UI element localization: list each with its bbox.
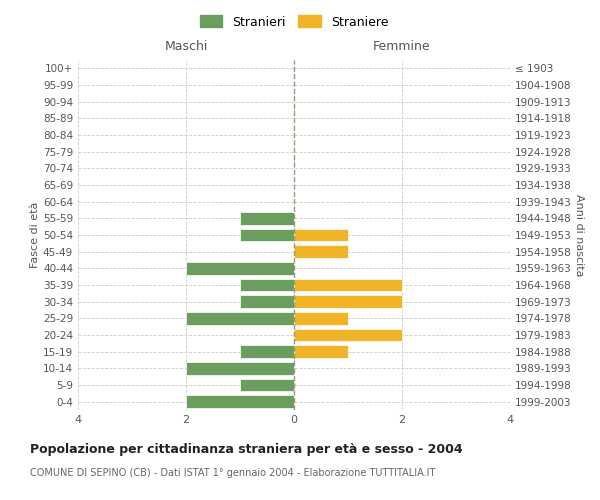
Bar: [240, 346, 294, 358]
Text: Femmine: Femmine: [373, 40, 431, 53]
Bar: [240, 379, 294, 391]
Bar: [294, 329, 402, 341]
Bar: [294, 246, 348, 258]
Bar: [240, 279, 294, 291]
Bar: [294, 296, 402, 308]
Bar: [186, 262, 294, 274]
Y-axis label: Fasce di età: Fasce di età: [30, 202, 40, 268]
Bar: [240, 229, 294, 241]
Bar: [294, 229, 348, 241]
Legend: Stranieri, Straniere: Stranieri, Straniere: [195, 10, 393, 34]
Bar: [186, 362, 294, 374]
Text: Maschi: Maschi: [164, 40, 208, 53]
Text: COMUNE DI SEPINO (CB) - Dati ISTAT 1° gennaio 2004 - Elaborazione TUTTITALIA.IT: COMUNE DI SEPINO (CB) - Dati ISTAT 1° ge…: [30, 468, 436, 477]
Y-axis label: Anni di nascita: Anni di nascita: [574, 194, 584, 276]
Bar: [294, 312, 348, 324]
Bar: [294, 279, 402, 291]
Bar: [186, 312, 294, 324]
Bar: [186, 396, 294, 408]
Text: Popolazione per cittadinanza straniera per età e sesso - 2004: Popolazione per cittadinanza straniera p…: [30, 442, 463, 456]
Bar: [240, 296, 294, 308]
Bar: [294, 346, 348, 358]
Bar: [240, 212, 294, 224]
